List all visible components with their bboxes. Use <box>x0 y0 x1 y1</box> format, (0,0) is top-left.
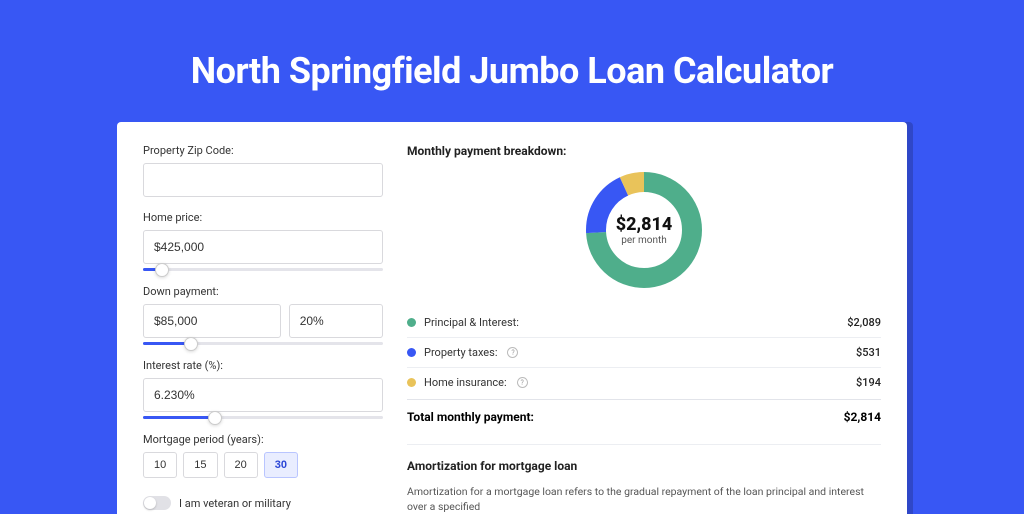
legend-dot <box>407 348 416 357</box>
rate-input[interactable] <box>143 378 383 412</box>
slider-thumb[interactable] <box>208 411 222 425</box>
down-payment-label: Down payment: <box>143 285 383 298</box>
zip-field-group: Property Zip Code: <box>143 144 383 197</box>
info-icon[interactable]: ? <box>507 347 518 358</box>
calculator-panel: Property Zip Code: Home price: Down paym… <box>117 122 907 514</box>
legend-label: Property taxes: <box>424 346 497 359</box>
legend-left: Property taxes:? <box>407 346 518 359</box>
legend-label: Principal & Interest: <box>424 316 519 329</box>
amortization-text: Amortization for a mortgage loan refers … <box>407 485 881 514</box>
down-payment-slider[interactable] <box>143 342 383 345</box>
page-title: North Springfield Jumbo Loan Calculator <box>0 50 1024 92</box>
total-value: $2,814 <box>844 410 881 424</box>
down-percent-input[interactable] <box>289 304 383 338</box>
slider-thumb[interactable] <box>184 337 198 351</box>
slider-thumb[interactable] <box>155 263 169 277</box>
amortization-section: Amortization for mortgage loan Amortizat… <box>407 444 881 514</box>
results-column: Monthly payment breakdown: $2,814 per mo… <box>407 144 881 514</box>
donut-amount: $2,814 <box>616 214 673 235</box>
info-icon[interactable]: ? <box>517 377 528 388</box>
legend-value: $2,089 <box>847 316 881 329</box>
total-row: Total monthly payment: $2,814 <box>407 399 881 438</box>
down-payment-group: Down payment: <box>143 285 383 345</box>
legend-label: Home insurance: <box>424 376 507 389</box>
period-btn-10[interactable]: 10 <box>143 452 177 478</box>
legend-value: $531 <box>856 346 881 359</box>
legend-left: Home insurance:? <box>407 376 528 389</box>
rate-label: Interest rate (%): <box>143 359 383 372</box>
period-btn-30[interactable]: 30 <box>264 452 298 478</box>
legend-dot <box>407 378 416 387</box>
rate-group: Interest rate (%): <box>143 359 383 419</box>
legend-value: $194 <box>856 376 881 389</box>
legend-row: Property taxes:? $531 <box>407 338 881 368</box>
legend-row: Principal & Interest: $2,089 <box>407 308 881 338</box>
home-price-slider[interactable] <box>143 268 383 271</box>
legend-row: Home insurance:? $194 <box>407 368 881 397</box>
hero: North Springfield Jumbo Loan Calculator <box>0 0 1024 122</box>
form-column: Property Zip Code: Home price: Down paym… <box>143 144 383 514</box>
down-amount-input[interactable] <box>143 304 281 338</box>
legend-rows: Principal & Interest: $2,089 Property taxe… <box>407 308 881 397</box>
period-group: Mortgage period (years): 1015 2030 <box>143 433 383 478</box>
veteran-toggle[interactable] <box>143 496 171 510</box>
period-buttons: 1015 2030 <box>143 452 383 478</box>
breakdown-title: Monthly payment breakdown: <box>407 144 881 158</box>
zip-input[interactable] <box>143 163 383 197</box>
donut-center: $2,814 per month <box>616 214 673 246</box>
home-price-label: Home price: <box>143 211 383 224</box>
total-label: Total monthly payment: <box>407 410 534 424</box>
rate-slider[interactable] <box>143 416 383 419</box>
legend-left: Principal & Interest: <box>407 316 519 329</box>
amortization-title: Amortization for mortgage loan <box>407 459 881 473</box>
legend-dot <box>407 318 416 327</box>
veteran-label: I am veteran or military <box>179 497 291 510</box>
toggle-knob <box>144 497 156 509</box>
zip-label: Property Zip Code: <box>143 144 383 157</box>
veteran-toggle-row: I am veteran or military <box>143 496 383 510</box>
period-btn-20[interactable]: 20 <box>224 452 258 478</box>
period-label: Mortgage period (years): <box>143 433 383 446</box>
donut-sub: per month <box>616 235 673 246</box>
home-price-input[interactable] <box>143 230 383 264</box>
home-price-group: Home price: <box>143 211 383 271</box>
period-btn-15[interactable]: 15 <box>183 452 217 478</box>
donut-chart: $2,814 per month <box>407 170 881 290</box>
